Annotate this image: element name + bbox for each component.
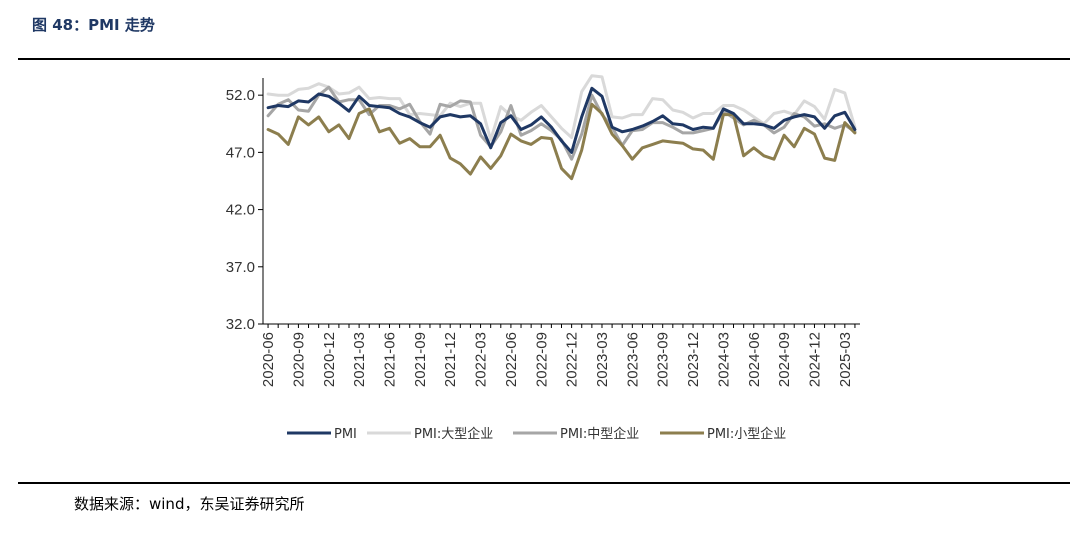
x-tick-label: 2024-03 [715, 332, 732, 387]
top-rule [18, 58, 1070, 60]
source-note: 数据来源：wind，东吴证券研究所 [74, 495, 305, 513]
y-tick-label: 47.0 [226, 144, 255, 161]
x-tick-label: 2020-09 [290, 332, 307, 387]
series-line-1 [266, 74, 857, 142]
figure-title: 图 48：PMI 走势 [32, 16, 155, 34]
x-tick-label: 2024-12 [806, 332, 823, 387]
legend-label-1: PMI:大型企业 [414, 426, 493, 442]
y-tick-label: 37.0 [226, 259, 255, 276]
x-tick-label: 2021-03 [351, 332, 368, 387]
x-tick-label: 2020-12 [321, 332, 338, 387]
x-tick-label: 2023-06 [624, 332, 641, 387]
x-tick-label: 2023-12 [685, 332, 702, 387]
bottom-rule [18, 482, 1070, 484]
x-tick-label: 2021-12 [442, 332, 459, 387]
x-tick-label: 2024-09 [776, 332, 793, 387]
legend-label-0: PMI [334, 427, 357, 442]
x-tick-label: 2021-06 [381, 332, 398, 387]
series-line-3 [266, 102, 857, 181]
series-line-0 [266, 86, 857, 154]
x-tick-label: 2021-09 [412, 332, 429, 387]
y-tick-label: 52.0 [226, 87, 255, 104]
x-tick-label: 2025-03 [837, 332, 854, 387]
legend-label-2: PMI:中型企业 [560, 426, 639, 442]
y-tick-label: 42.0 [226, 202, 255, 219]
x-tick-label: 2023-03 [594, 332, 611, 387]
x-tick-label: 2022-09 [533, 332, 550, 387]
x-tick-label: 2022-06 [503, 332, 520, 387]
x-tick-label: 2024-06 [746, 332, 763, 387]
x-tick-label: 2022-12 [564, 332, 581, 387]
y-tick-label: 32.0 [226, 316, 255, 333]
x-tick-label: 2020-06 [260, 332, 277, 387]
legend-label-3: PMI:小型企业 [707, 426, 786, 442]
x-tick-label: 2023-09 [655, 332, 672, 387]
x-tick-label: 2022-03 [473, 332, 490, 387]
